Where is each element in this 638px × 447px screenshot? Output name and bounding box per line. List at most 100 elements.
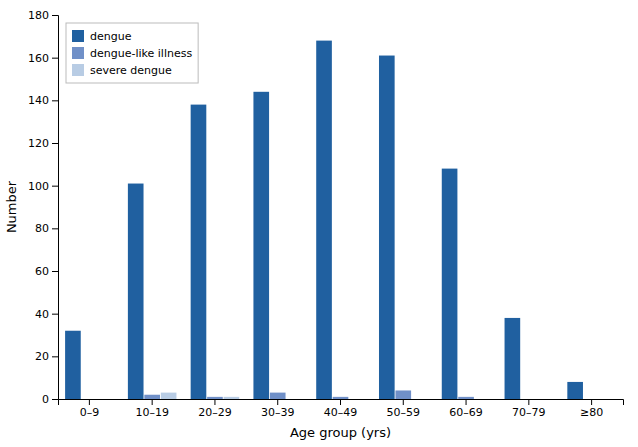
bar [584,399,600,400]
bar [286,399,302,400]
tick-mark [52,58,58,59]
tick: 50–59 [387,399,421,419]
tick-mark [528,399,529,405]
tick: 20 [35,350,58,363]
bar [316,41,332,399]
legend-item: severe dengue [72,64,172,77]
legend-swatch [72,64,84,76]
tick-mark [52,143,58,144]
tick: 60 [35,265,58,278]
bar [379,56,395,399]
tick-mark [52,271,58,272]
bar [458,397,474,399]
tick: 160 [28,52,58,65]
legend-label: dengue-like illness [90,47,192,60]
tick-label: 60 [35,265,49,278]
bar-series [144,390,474,399]
bar [65,331,81,399]
tick: 140 [28,94,58,107]
tick: 30–39 [261,399,295,419]
chart: 0–9 10–19 20–29 30–39 40–49 50–59 60–69 70–79 ≥8… [0,0,638,447]
legend-swatch [72,30,84,42]
bars [65,41,583,399]
tick-mark [152,399,153,405]
tick: ≥80 [580,399,603,419]
legend-label: severe dengue [90,64,172,77]
tick: 40 [35,308,58,321]
tick-label: 0 [42,393,49,406]
bar-series [161,393,239,399]
legend-label: dengue [90,30,132,43]
legend-swatch [72,47,84,59]
tick-label: 60–69 [449,406,483,419]
tick-label: 80 [35,222,49,235]
bar [144,395,160,399]
legend: dengue dengue-like illness severe dengue [66,23,198,83]
tick-mark [89,399,90,405]
bar [98,399,114,400]
tick-mark [52,15,58,16]
tick-label: 40–49 [324,406,358,419]
bar [475,399,491,400]
tick-mark [277,399,278,405]
tick: 10–19 [135,399,169,419]
tick-label: 30–39 [261,406,295,419]
tick-mark [52,100,58,101]
tick: 80 [35,222,58,235]
bar [128,184,144,399]
bar [191,105,207,399]
y-axis-title: Number [4,180,19,233]
tick-mark [52,228,58,229]
bar [395,390,411,399]
y-axis: 0 20 40 60 80 100 120 140 160 180 [28,9,59,406]
bar-series [65,41,583,399]
tick-mark [591,399,592,405]
bar [253,92,269,399]
bar [600,399,616,400]
tick-mark [52,399,58,400]
tick: 60–69 [449,399,483,419]
bar [224,397,240,399]
bar [207,397,223,399]
bar [333,397,349,399]
tick-label: 0–9 [80,406,100,419]
tick: 40–49 [324,399,358,419]
tick-label: 20–29 [198,406,232,419]
bar [442,169,458,399]
tick: 100 [28,180,58,193]
tick-label: 70–79 [512,406,546,419]
tick-mark [466,399,467,405]
legend-box [66,23,198,83]
tick-label: 120 [28,137,49,150]
legend-item: dengue-like illness [72,47,192,60]
bar [521,399,537,400]
tick: 70–79 [512,399,546,419]
bar [270,393,286,399]
bar [161,393,177,399]
tick: 20–29 [198,399,232,419]
tick-mark [52,186,58,187]
tick-mark [214,399,215,405]
tick-label: 180 [28,9,49,22]
tick-label: ≥80 [580,406,603,419]
tick-mark [403,399,404,405]
tick-label: 140 [28,94,49,107]
tick-label: 20 [35,350,49,363]
tick-label: 10–19 [135,406,169,419]
tick-label: 50–59 [387,406,421,419]
tick: 0 [42,393,58,406]
bar [82,399,98,400]
tick-mark [340,399,341,405]
tick-label: 100 [28,180,49,193]
bar [567,382,583,399]
bar [505,318,521,399]
x-axis: 0–9 10–19 20–29 30–39 40–49 50–59 60–69 70–79 ≥8… [59,399,624,419]
x-axis-title: Age group (yrs) [290,425,391,440]
axis-line [52,16,59,400]
tick: 120 [28,137,58,150]
tick-label: 40 [35,308,49,321]
tick-mark [52,356,58,357]
tick-label: 160 [28,52,49,65]
bar [537,399,553,400]
tick: 180 [28,9,58,22]
